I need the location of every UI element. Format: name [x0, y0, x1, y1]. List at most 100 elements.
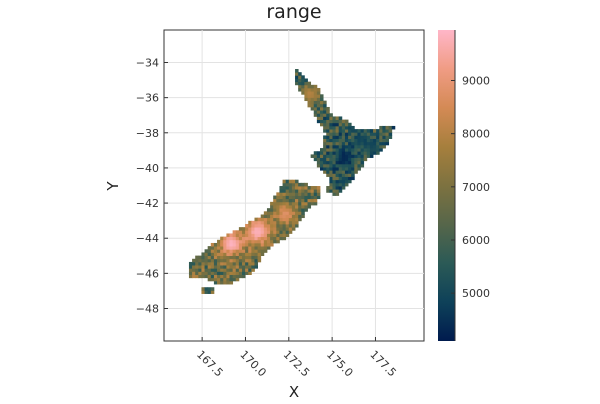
- raster-cell: [335, 116, 340, 121]
- raster-cell: [288, 195, 293, 200]
- raster-cell: [298, 75, 302, 79]
- raster-cell: [344, 125, 349, 130]
- raster-cell: [382, 129, 386, 133]
- x-ticks: 167.5 170.0 172.5 175.0 177.5: [194, 337, 399, 379]
- raster-cell: [320, 110, 324, 114]
- raster-cell: [270, 211, 274, 215]
- raster-cell: [379, 148, 383, 152]
- raster-cell: [204, 287, 209, 291]
- raster-cell: [288, 230, 293, 234]
- raster-cell: [295, 201, 299, 206]
- raster-cell: [351, 141, 355, 146]
- raster-cell: [279, 233, 283, 238]
- raster-cell: [232, 261, 237, 266]
- raster-cell: [298, 205, 302, 209]
- raster-cell: [298, 198, 302, 203]
- raster-cell: [270, 239, 274, 244]
- raster-cell: [260, 239, 265, 244]
- raster-cell: [329, 182, 333, 187]
- raster-cell: [220, 249, 224, 253]
- raster-cell: [348, 144, 352, 149]
- raster-cell: [213, 246, 218, 250]
- raster-cell: [369, 151, 374, 155]
- raster-cell: [323, 144, 327, 149]
- raster-cell: [198, 271, 202, 275]
- raster-cell: [307, 97, 312, 102]
- raster-cell: [307, 198, 312, 203]
- raster-cell: [279, 189, 283, 193]
- raster-cell: [210, 268, 215, 272]
- raster-cell: [348, 163, 352, 168]
- raster-cell: [295, 72, 299, 76]
- raster-cell: [213, 265, 218, 269]
- raster-cell: [295, 208, 299, 212]
- raster-cell: [320, 160, 324, 165]
- raster-cell: [266, 236, 271, 241]
- raster-cell: [254, 249, 258, 253]
- raster-cell: [307, 100, 312, 105]
- raster-cell: [326, 163, 330, 168]
- raster-cell: [335, 157, 340, 162]
- raster-cell: [248, 239, 252, 244]
- raster-cell: [348, 170, 352, 174]
- raster-cell: [369, 141, 374, 146]
- raster-cell: [338, 157, 343, 162]
- raster-cell: [260, 252, 265, 256]
- raster-cell: [276, 198, 280, 203]
- raster-cell: [307, 103, 312, 108]
- raster-cell: [285, 205, 290, 209]
- raster-cell: [379, 125, 383, 130]
- raster-cell: [254, 261, 258, 266]
- raster-cell: [238, 258, 243, 263]
- raster-cell: [301, 192, 305, 196]
- raster-cell: [291, 182, 296, 187]
- raster-cell: [338, 151, 343, 155]
- raster-cell: [248, 220, 252, 225]
- raster-cell: [285, 182, 290, 187]
- raster-cell: [341, 179, 346, 184]
- y-tick-label: −46: [136, 267, 159, 280]
- raster-cell: [332, 176, 336, 181]
- raster-cell: [245, 255, 249, 260]
- raster-cell: [298, 217, 302, 222]
- raster-cell: [266, 223, 271, 228]
- raster-cell: [304, 84, 308, 89]
- raster-cell: [291, 223, 296, 228]
- raster-cell: [260, 220, 265, 225]
- raster-cell: [242, 246, 246, 250]
- raster-cell: [220, 268, 224, 272]
- raster-cell: [341, 135, 346, 139]
- raster-cell: [273, 195, 277, 200]
- raster-cell: [254, 227, 258, 231]
- raster-cell: [273, 217, 277, 222]
- raster-cell: [348, 125, 352, 130]
- raster-cell: [310, 84, 315, 89]
- raster-cell: [329, 170, 333, 174]
- raster-cell: [341, 132, 346, 136]
- raster-cell: [192, 271, 196, 275]
- raster-cell: [282, 179, 287, 184]
- raster-cell: [344, 154, 349, 158]
- raster-cell: [382, 141, 386, 146]
- raster-cell: [326, 135, 330, 139]
- raster-cell: [307, 186, 312, 190]
- raster-cell: [348, 122, 352, 127]
- raster-cell: [248, 227, 252, 231]
- raster-cell: [263, 236, 268, 241]
- raster-cell: [332, 135, 336, 139]
- raster-cell: [251, 246, 255, 250]
- raster-cell: [279, 186, 283, 190]
- raster-cell: [279, 201, 283, 206]
- raster-cell: [248, 233, 252, 238]
- raster-cell: [301, 84, 305, 89]
- raster-cell: [223, 261, 227, 266]
- raster-cell: [232, 265, 237, 269]
- raster-cell: [316, 94, 321, 98]
- raster-cell: [195, 265, 199, 269]
- raster-cell: [313, 103, 318, 108]
- raster-cell: [295, 186, 299, 190]
- raster-cell: [282, 182, 287, 187]
- raster-cell: [329, 129, 333, 133]
- raster-cell: [282, 230, 287, 234]
- raster-cell: [323, 157, 327, 162]
